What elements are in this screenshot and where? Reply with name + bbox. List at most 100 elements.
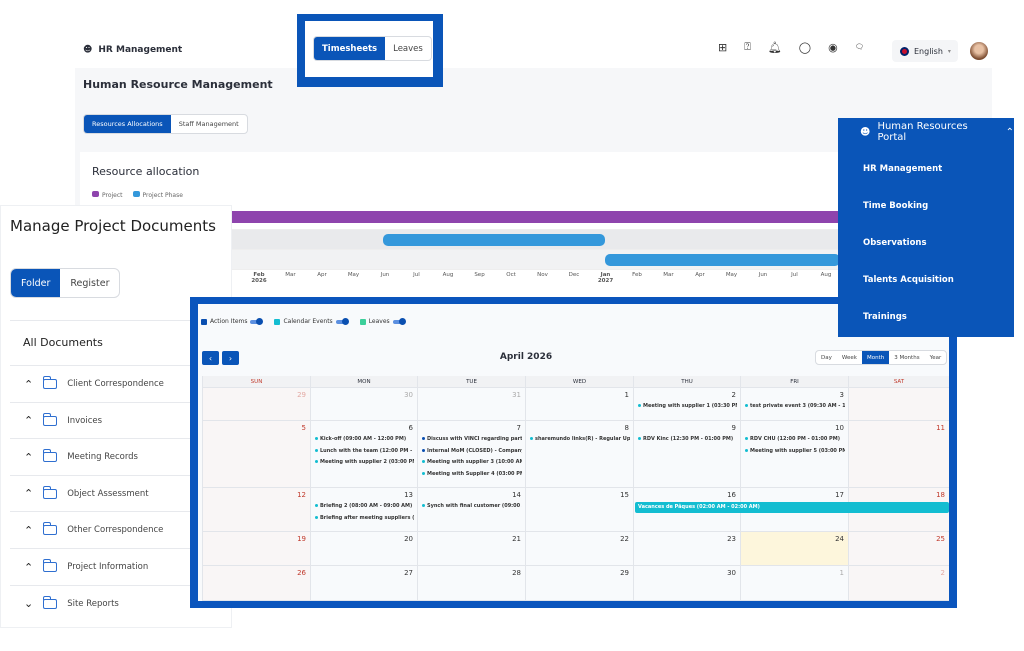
day-cell[interactable]: 30 <box>634 566 741 601</box>
day-cell[interactable]: 29 <box>203 388 311 421</box>
chevron-up-icon[interactable]: ⌃ <box>24 560 34 574</box>
folder-item[interactable]: ⌃ Project Information <box>10 548 190 585</box>
gantt-bar-phase[interactable] <box>383 234 605 246</box>
day-cell[interactable]: 2 <box>849 566 949 601</box>
tab-register[interactable]: Register <box>70 277 110 289</box>
calendar-event[interactable]: Internal MoM (CLOSED) - Company Lev <box>422 448 522 454</box>
folder-item[interactable]: ⌃ Client Correspondence <box>10 365 190 402</box>
day-cell[interactable]: 6 Kick-off (09:00 AM - 12:00 PM) Lunch wit… <box>311 421 418 488</box>
day-cell[interactable]: 31 <box>418 388 526 421</box>
chevron-up-icon[interactable]: ⌃ <box>24 523 34 537</box>
day-cell[interactable]: 10 RDV CHU (12:00 PM - 01:00 PM) Meeting w… <box>741 421 849 488</box>
calendar-event[interactable]: Meeting with Supplier 4 (03:00 PM - 05: <box>422 471 522 477</box>
calendar-event[interactable]: Briefing 2 (08:00 AM - 09:00 AM) <box>315 503 414 509</box>
bell-icon[interactable]: 🔔︎ <box>767 40 782 54</box>
day-cell[interactable]: 24 <box>741 532 849 566</box>
view-week[interactable]: Week <box>841 354 857 361</box>
day-cell[interactable]: 28 <box>418 566 526 601</box>
folder-item[interactable]: ⌄ Site Reports <box>10 584 190 622</box>
chat-icon[interactable]: ◯ <box>798 40 812 54</box>
chevron-up-icon[interactable]: ⌃ <box>24 377 34 391</box>
portal-header[interactable]: ☻ Human Resources Portal ⌃ <box>860 121 1014 143</box>
calendar-event[interactable]: sharemundo links(R) - Regular Update - <box>530 436 630 442</box>
calendar-event[interactable]: Meeting with supplier 2 (03:00 PM - 04: <box>315 459 414 465</box>
toggle[interactable] <box>250 317 264 325</box>
view-3-months[interactable]: 3 Months <box>894 354 920 361</box>
calendar-event[interactable]: Meeting with supplier 3 (10:00 AM - 12: <box>422 459 522 465</box>
legend-calendar-events[interactable]: Calendar Events <box>274 317 349 325</box>
day-cell[interactable]: 1 <box>526 388 634 421</box>
folder-item[interactable]: ⌃ Invoices <box>10 401 190 439</box>
portal-item[interactable]: HR Management <box>863 164 943 174</box>
portal-item[interactable]: Observations <box>863 238 927 248</box>
tab-timesheets[interactable]: Timesheets <box>314 37 386 60</box>
chevron-up-icon[interactable]: ⌃ <box>24 450 34 464</box>
all-day-event[interactable]: Vacances de Pâques (02:00 AM - 02:00 AM) <box>635 502 949 513</box>
view-year[interactable]: Year <box>929 354 942 361</box>
plus-square-icon[interactable]: ⊞ <box>718 40 728 54</box>
chevron-up-icon[interactable]: ⌃ <box>24 414 34 428</box>
chevron-up-icon[interactable]: ⌃ <box>24 487 34 501</box>
day-cell[interactable]: 9 RDV Kinc (12:30 PM - 01:00 PM) <box>634 421 741 488</box>
view-day[interactable]: Day <box>821 354 832 361</box>
calendar-event[interactable]: Discuss with VINCI regarding partnersh <box>422 436 522 442</box>
calendar-event[interactable]: Kick-off (09:00 AM - 12:00 PM) <box>315 436 414 442</box>
folder-item[interactable]: ⌃ Other Correspondence <box>10 511 190 548</box>
day-cell[interactable]: 3 test private event 3 (09:30 AM - 10:00 … <box>741 388 849 421</box>
view-month[interactable]: Month <box>861 351 890 364</box>
day-cell[interactable]: 7 Discuss with VINCI regarding partnersh I… <box>418 421 526 488</box>
day-cell[interactable]: 2 Meeting with supplier 1 (03:30 PM - 05: <box>634 388 741 421</box>
day-cell[interactable]: 19 <box>203 532 311 566</box>
tab-leaves[interactable]: Leaves <box>393 43 423 54</box>
prev-month-button[interactable]: ‹ <box>202 351 219 365</box>
portal-item[interactable]: Talents Acquisition <box>863 275 954 285</box>
legend-action-items[interactable]: Action Items <box>201 317 264 325</box>
day-cell[interactable]: 26 <box>203 566 311 601</box>
help-doc-icon[interactable]: ⍰ <box>744 40 751 53</box>
day-cell[interactable]: 1 <box>741 566 849 601</box>
legend-leaves[interactable]: Leaves <box>359 317 406 325</box>
day-cell[interactable]: 21 <box>418 532 526 566</box>
toggle[interactable] <box>335 317 349 325</box>
tab-staff-management[interactable]: Staff Management <box>178 120 239 128</box>
calendar-event[interactable]: Synch with final customer (09:00 AM - : <box>422 503 522 509</box>
day-cell[interactable]: 11 <box>849 421 949 488</box>
avatar[interactable] <box>970 42 988 60</box>
tab-resources-allocations[interactable]: Resources Allocations <box>84 115 171 133</box>
day-cell[interactable] <box>849 388 949 421</box>
day-cell[interactable]: 22 <box>526 532 634 566</box>
day-cell[interactable]: 12 <box>203 488 311 532</box>
calendar-event[interactable]: Meeting with supplier 5 (03:00 PM - 07: <box>745 448 845 454</box>
day-cell[interactable]: 5 <box>203 421 311 488</box>
folder-item[interactable]: ⌃ Object Assessment <box>10 474 190 512</box>
calendar-event[interactable]: Briefing after meeting suppliers (01:00 … <box>315 515 414 521</box>
portal-item[interactable]: Time Booking <box>863 201 929 211</box>
day-cell[interactable]: 13 Briefing 2 (08:00 AM - 09:00 AM) Briefi… <box>311 488 418 532</box>
calendar-event[interactable]: Meeting with supplier 1 (03:30 PM - 05: <box>638 403 737 409</box>
portal-item[interactable]: Trainings <box>863 312 907 322</box>
chat-notify-icon[interactable]: ◉ <box>828 40 838 54</box>
next-month-button[interactable]: › <box>222 351 239 365</box>
chevron-down-icon[interactable]: ⌄ <box>24 597 34 611</box>
toggle[interactable] <box>392 317 406 325</box>
gantt-bar-phase[interactable] <box>605 254 840 266</box>
day-cell[interactable]: 27 <box>311 566 418 601</box>
day-cell[interactable]: 25 <box>849 532 949 566</box>
gantt-bar-project[interactable] <box>232 211 840 223</box>
calendar-event[interactable]: test private event 3 (09:30 AM - 10:00 A <box>745 403 845 409</box>
day-cell[interactable]: 8 sharemundo links(R) - Regular Update - <box>526 421 634 488</box>
day-cell[interactable]: 14 Synch with final customer (09:00 AM - … <box>418 488 526 532</box>
calendar-event[interactable]: Lunch with the team (12:00 PM - 02:00 <box>315 448 414 454</box>
day-cell[interactable]: 15 <box>526 488 634 532</box>
day-number: 3 <box>839 391 844 399</box>
tab-folder[interactable]: Folder <box>11 269 61 297</box>
language-select[interactable]: English ▾ <box>892 40 958 62</box>
day-cell[interactable]: 20 <box>311 532 418 566</box>
folder-item[interactable]: ⌃ Meeting Records <box>10 438 190 475</box>
calendar-event[interactable]: RDV CHU (12:00 PM - 01:00 PM) <box>745 436 845 442</box>
day-cell[interactable]: 29 <box>526 566 634 601</box>
day-cell[interactable]: 23 <box>634 532 741 566</box>
faq-icon[interactable]: 🗨︎ <box>854 43 864 51</box>
calendar-event[interactable]: RDV Kinc (12:30 PM - 01:00 PM) <box>638 436 737 442</box>
day-cell[interactable]: 30 <box>311 388 418 421</box>
